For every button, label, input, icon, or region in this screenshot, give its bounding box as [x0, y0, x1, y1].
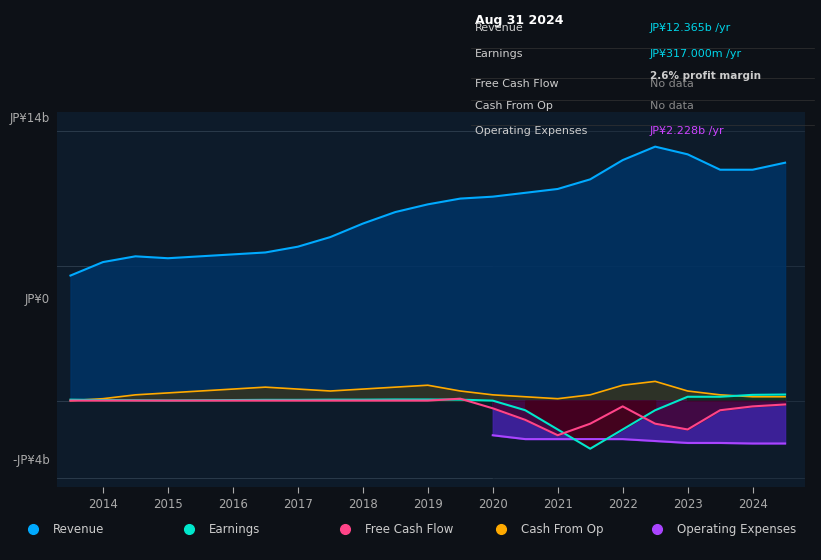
Text: Operating Expenses: Operating Expenses [475, 126, 587, 136]
Text: Cash From Op: Cash From Op [521, 522, 603, 536]
Bar [493, 112, 805, 487]
Text: No data: No data [649, 79, 694, 89]
Text: -JP¥4b: -JP¥4b [12, 454, 50, 466]
Text: Revenue: Revenue [53, 522, 105, 536]
Text: Revenue: Revenue [475, 22, 523, 32]
Text: Free Cash Flow: Free Cash Flow [365, 522, 454, 536]
Text: Free Cash Flow: Free Cash Flow [475, 79, 558, 89]
Text: JP¥2.228b /yr: JP¥2.228b /yr [649, 126, 724, 136]
Text: 2.6% profit margin: 2.6% profit margin [649, 71, 760, 81]
Text: JP¥12.365b /yr: JP¥12.365b /yr [649, 22, 731, 32]
Text: Earnings: Earnings [475, 49, 523, 59]
Text: JP¥14b: JP¥14b [10, 112, 50, 125]
Text: JP¥317.000m /yr: JP¥317.000m /yr [649, 49, 741, 59]
Text: JP¥0: JP¥0 [25, 293, 50, 306]
Text: Cash From Op: Cash From Op [475, 101, 553, 111]
Text: No data: No data [649, 101, 694, 111]
Text: Earnings: Earnings [209, 522, 261, 536]
Text: Operating Expenses: Operating Expenses [677, 522, 796, 536]
Text: Aug 31 2024: Aug 31 2024 [475, 14, 563, 27]
